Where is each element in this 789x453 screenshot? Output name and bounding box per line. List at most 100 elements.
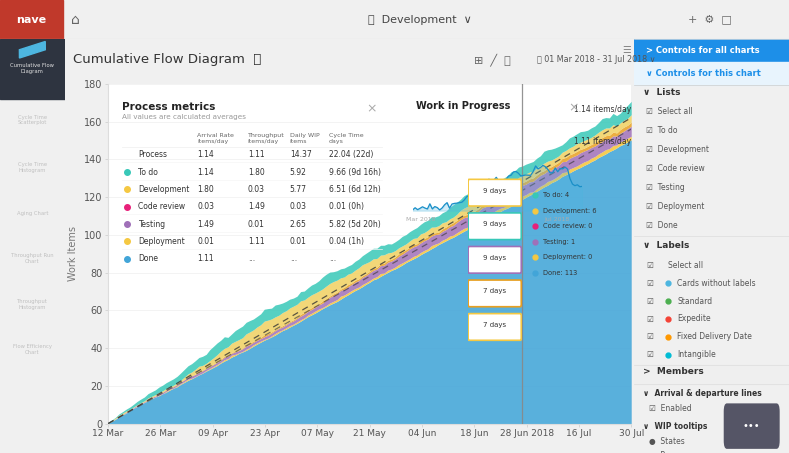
Text: ☑: ☑ [646, 314, 653, 323]
Text: Development: 6: Development: 6 [544, 208, 597, 214]
Text: ☑: ☑ [646, 350, 653, 359]
Text: >  Members: > Members [643, 367, 704, 376]
FancyBboxPatch shape [468, 246, 522, 273]
Text: 1.11: 1.11 [197, 254, 214, 263]
Text: Deployment: Deployment [139, 237, 185, 246]
Text: Throughput
items/day: Throughput items/day [248, 133, 285, 144]
Text: 0.01: 0.01 [248, 220, 264, 229]
Text: Jul 2018: Jul 2018 [544, 217, 570, 222]
Text: 1.80: 1.80 [197, 185, 214, 194]
Text: 9 days: 9 days [483, 188, 507, 193]
Text: 0.01: 0.01 [197, 237, 214, 246]
Y-axis label: Work Items: Work Items [69, 226, 78, 281]
Text: ☑  Deployment: ☑ Deployment [646, 202, 705, 211]
Text: Code review: Code review [139, 202, 185, 211]
Text: ☑  Enabled: ☑ Enabled [649, 404, 692, 413]
Text: Fixed Delivery Date: Fixed Delivery Date [677, 333, 752, 341]
FancyBboxPatch shape [468, 179, 522, 206]
FancyBboxPatch shape [468, 280, 522, 307]
Text: Cumulative Flow Diagram  ⓘ: Cumulative Flow Diagram ⓘ [73, 53, 262, 66]
Text: To do: To do [139, 168, 159, 177]
Bar [634, 62, 789, 85]
Text: ...: ... [329, 254, 336, 263]
Text: 1.11: 1.11 [248, 150, 264, 159]
Text: Mar 2018: Mar 2018 [406, 217, 436, 222]
Text: ☑  Select all: ☑ Select all [646, 107, 693, 116]
Text: Development: Development [139, 185, 190, 194]
Text: May 2018: May 2018 [479, 217, 510, 222]
Text: Arrival Rate
items/day: Arrival Rate items/day [197, 133, 234, 144]
Text: Aging Chart: Aging Chart [17, 211, 48, 216]
Text: Done: 113: Done: 113 [544, 270, 578, 276]
Text: Cycle Time
Scatterplot: Cycle Time Scatterplot [17, 115, 47, 125]
Text: Work in Progress: Work in Progress [416, 101, 510, 111]
Text: ∨  Arrival & departure lines: ∨ Arrival & departure lines [643, 389, 761, 398]
Text: 0.03: 0.03 [290, 202, 307, 211]
Text: •••: ••• [743, 421, 761, 431]
Bar [0, 0, 63, 39]
Text: Daily WIP
items: Daily WIP items [290, 133, 320, 144]
Text: Throughput Run
Chart: Throughput Run Chart [11, 253, 54, 264]
Text: 1.11 items/day: 1.11 items/day [574, 137, 631, 146]
Text: > Controls for all charts: > Controls for all charts [646, 46, 760, 55]
Text: ☑  To do: ☑ To do [646, 126, 678, 135]
Text: ☑: ☑ [646, 333, 653, 341]
Text: ☑: ☑ [646, 279, 653, 288]
Text: Testing: 1: Testing: 1 [544, 239, 575, 245]
Text: 0.01 (0h): 0.01 (0h) [329, 202, 364, 211]
FancyArrow shape [20, 42, 45, 58]
Text: Intangible: Intangible [677, 350, 716, 359]
Text: 9 days: 9 days [483, 255, 507, 260]
Text: 1.14: 1.14 [197, 168, 214, 177]
Text: 9 days: 9 days [483, 221, 507, 227]
Text: 1.49: 1.49 [248, 202, 264, 211]
Text: 14.37: 14.37 [290, 150, 312, 159]
Text: Throughput
Histogram: Throughput Histogram [17, 299, 48, 309]
Text: ●  States: ● States [649, 437, 685, 446]
Text: ...: ... [248, 254, 255, 263]
Text: 👥  Development  ∨: 👥 Development ∨ [368, 14, 472, 25]
Text: 0.04 (1h): 0.04 (1h) [329, 237, 364, 246]
Text: Process metrics: Process metrics [122, 102, 215, 112]
Text: 1.14: 1.14 [197, 150, 214, 159]
Text: All values are calculated averages: All values are calculated averages [122, 114, 245, 120]
Text: ×: × [569, 101, 579, 115]
Text: Process: Process [139, 150, 167, 159]
Text: Flow Efficiency
Chart: Flow Efficiency Chart [13, 344, 52, 355]
Text: Select all: Select all [667, 261, 703, 270]
Text: ☰: ☰ [622, 45, 630, 55]
Text: 7 days: 7 days [483, 288, 507, 294]
Text: ⊞  ╱  ⌕: ⊞ ╱ ⌕ [474, 53, 511, 66]
Text: To do: 4: To do: 4 [544, 193, 570, 198]
Text: 1.80: 1.80 [248, 168, 264, 177]
FancyBboxPatch shape [724, 403, 780, 449]
Text: 0.01: 0.01 [290, 237, 307, 246]
Bar [0, 39, 65, 99]
Text: ☑  Testing: ☑ Testing [646, 183, 685, 192]
Text: 22.04 (22d): 22.04 (22d) [329, 150, 373, 159]
Text: Cards without labels: Cards without labels [677, 279, 756, 288]
Text: 9.66 (9d 16h): 9.66 (9d 16h) [329, 168, 381, 177]
Text: Standard: Standard [677, 297, 712, 306]
Text: ☑  Done: ☑ Done [646, 221, 678, 230]
Text: 0.03: 0.03 [248, 185, 264, 194]
Text: ⌂: ⌂ [71, 13, 80, 27]
Text: ☑: ☑ [646, 297, 653, 306]
Text: ×: × [366, 103, 376, 116]
Text: 1.14 items/day: 1.14 items/day [574, 105, 631, 114]
Text: Cycle Time
days: Cycle Time days [329, 133, 364, 144]
Text: 7 days: 7 days [483, 322, 507, 328]
Bar [634, 39, 789, 62]
Text: ☑: ☑ [646, 261, 653, 270]
Text: 6.51 (6d 12h): 6.51 (6d 12h) [329, 185, 380, 194]
Text: Code review: 0: Code review: 0 [544, 223, 593, 229]
Text: Deployment: 0: Deployment: 0 [544, 254, 593, 260]
Text: ○  Process: ○ Process [649, 451, 690, 453]
Text: nave: nave [16, 14, 46, 25]
Text: ∨ Controls for this chart: ∨ Controls for this chart [646, 69, 761, 78]
Text: ∨  Labels: ∨ Labels [643, 241, 690, 250]
Text: Expedite: Expedite [677, 314, 711, 323]
Text: ∨  WIP tooltips: ∨ WIP tooltips [643, 422, 707, 431]
FancyBboxPatch shape [468, 213, 522, 240]
Text: +  ⚙  □: + ⚙ □ [688, 14, 732, 25]
